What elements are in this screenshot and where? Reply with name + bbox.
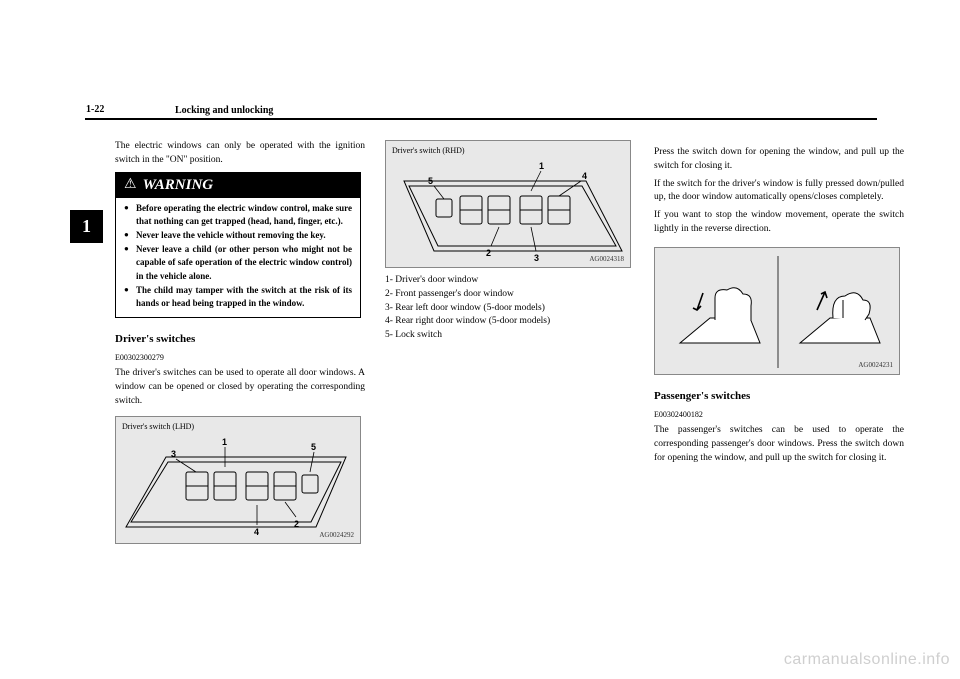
svg-text:5: 5	[428, 176, 433, 186]
legend-item: 2- Front passenger's door window	[385, 288, 635, 302]
watermark: carmanualsonline.info	[784, 651, 950, 669]
figure-switch-svg	[655, 248, 901, 376]
column-2: Driver's switch (RHD)	[385, 140, 635, 343]
page-number-top: 1-22	[86, 104, 104, 115]
figure-switch-operation: AG0024231	[654, 247, 900, 375]
drivers-switches-heading: Driver's switches	[115, 332, 365, 348]
warning-item: Never leave the vehicle without removing…	[124, 229, 352, 242]
reference-code: E00302400182	[654, 409, 904, 421]
chapter-tab-label: 1	[82, 216, 91, 237]
column-1: The electric windows can only be operate…	[115, 140, 365, 544]
svg-text:1: 1	[539, 161, 544, 171]
chapter-tab: 1	[70, 210, 103, 243]
svg-text:2: 2	[486, 248, 491, 258]
operation-paragraph-3: If you want to stop the window movement,…	[654, 209, 904, 237]
warning-item: Before operating the electric window con…	[124, 202, 352, 228]
figure-lhd: Driver's switch (LHD)	[115, 416, 361, 544]
legend-item: 5- Lock switch	[385, 329, 635, 343]
operation-paragraph-1: Press the switch down for opening the wi…	[654, 146, 904, 174]
warning-triangle-icon: ⚠	[124, 178, 137, 192]
figure-rhd-label: Driver's switch (RHD)	[392, 145, 465, 157]
operation-paragraph-2: If the switch for the driver's window is…	[654, 178, 904, 206]
header-rule	[85, 118, 877, 120]
warning-header: ⚠ WARNING	[116, 173, 360, 199]
svg-text:3: 3	[534, 253, 539, 263]
legend-item: 3- Rear left door window (5-door models)	[385, 302, 635, 316]
warning-item: The child may tamper with the switch at …	[124, 284, 352, 310]
svg-text:1: 1	[222, 437, 227, 447]
svg-text:4: 4	[254, 527, 259, 537]
manual-page: 1-22 Locking and unlocking 1 The electri…	[0, 0, 960, 679]
svg-text:3: 3	[171, 449, 176, 459]
figure-lhd-label: Driver's switch (LHD)	[122, 421, 194, 433]
svg-text:5: 5	[311, 442, 316, 452]
figure-rhd-code: AG0024318	[589, 254, 624, 264]
warning-box: ⚠ WARNING Before operating the electric …	[115, 172, 361, 318]
figure-rhd-svg: 1 4 5 2 3	[386, 141, 632, 269]
passengers-switches-text: The passenger's switches can be used to …	[654, 424, 904, 465]
warning-body: Before operating the electric window con…	[116, 198, 360, 316]
switch-legend: 1- Driver's door window 2- Front passeng…	[385, 274, 635, 343]
warning-title: WARNING	[143, 175, 214, 197]
legend-item: 4- Rear right door window (5-door models…	[385, 315, 635, 329]
warning-item: Never leave a child (or other person who…	[124, 243, 352, 282]
legend-item: 1- Driver's door window	[385, 274, 635, 288]
intro-paragraph: The electric windows can only be operate…	[115, 140, 365, 168]
reference-code: E00302300279	[115, 352, 365, 364]
drivers-switches-text: The driver's switches can be used to ope…	[115, 367, 365, 408]
figure-lhd-code: AG0024292	[319, 530, 354, 540]
figure-rhd: Driver's switch (RHD)	[385, 140, 631, 268]
passengers-switches-heading: Passenger's switches	[654, 389, 904, 405]
section-title: Locking and unlocking	[175, 105, 273, 116]
column-3: Press the switch down for opening the wi…	[654, 140, 904, 469]
svg-text:4: 4	[582, 171, 587, 181]
figure-lhd-svg: 1 3 5 4 2	[116, 417, 362, 545]
svg-text:2: 2	[294, 519, 299, 529]
figure-switch-code: AG0024231	[858, 360, 893, 370]
